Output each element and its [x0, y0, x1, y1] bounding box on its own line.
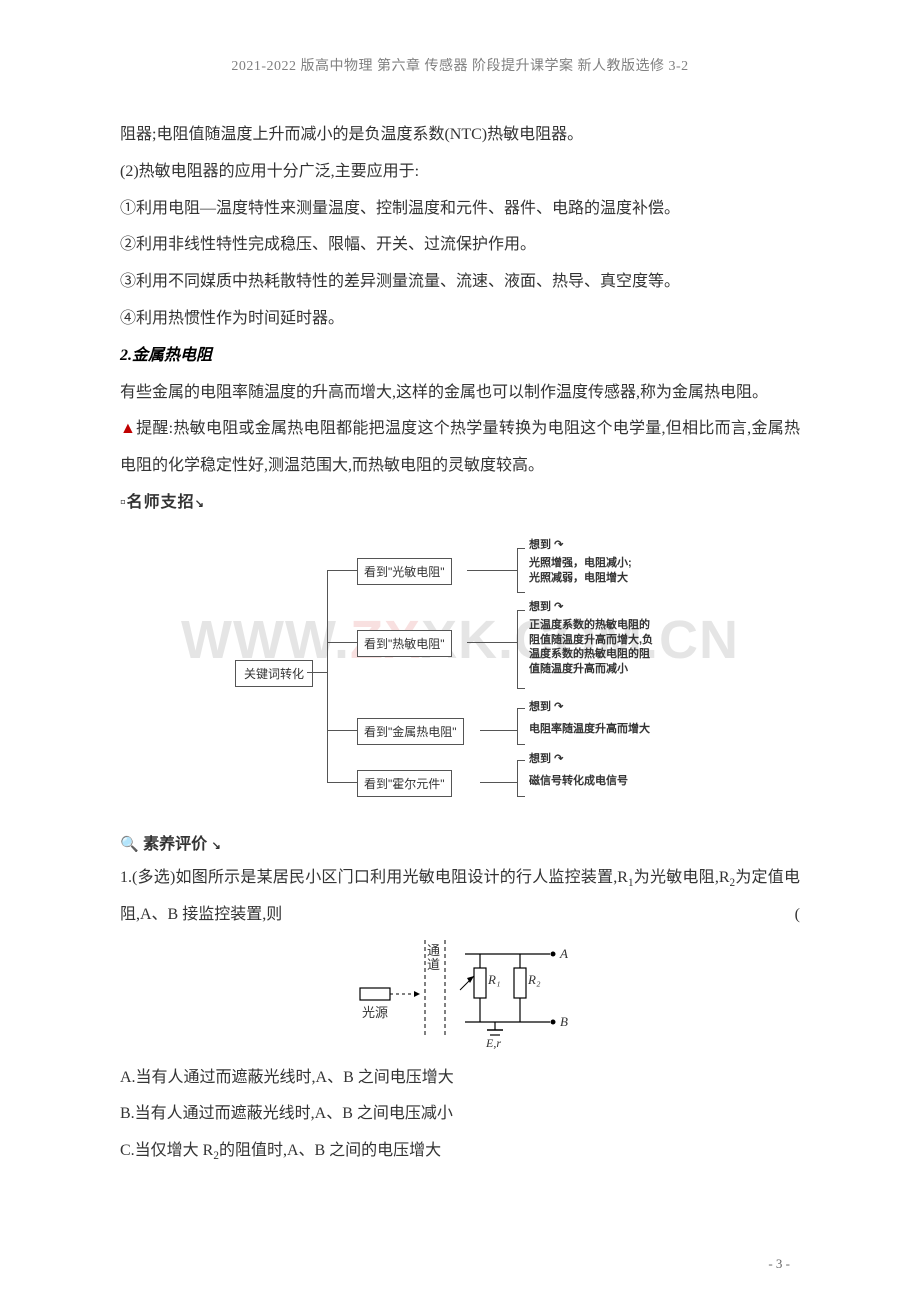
para-6: ④利用热惯性作为时间延时器。 — [120, 301, 800, 338]
concept-diagram: 关键词转化 看到"光敏电阻" 想到 ↷ 光照增强，电阻减小; 光照减弱，电阻增大… — [235, 530, 685, 820]
d1-row-3-kan: 看到"霍尔元件" — [357, 770, 452, 797]
mingshi-line: ▫名师支招↘ — [120, 485, 800, 522]
para-4: ②利用非线性特性完成稳压、限幅、开关、过流保护作用。 — [120, 227, 800, 264]
page-header: 2021-2022 版高中物理 第六章 传感器 阶段提升课学案 新人教版选修 3… — [120, 55, 800, 75]
page-number: - 3 - — [768, 1256, 790, 1272]
para-7: 有些金属的电阻率随温度的升高而增大,这样的金属也可以制作温度传感器,称为金属热电… — [120, 375, 800, 412]
d1-row-1-think: 想到 ↷ — [529, 598, 563, 614]
para-1: 阻器;电阻值随温度上升而减小的是负温度系数(NTC)热敏电阻器。 — [120, 117, 800, 154]
arrow-curve-icon-2: ↘ — [212, 840, 221, 852]
arrow-curve-icon: ↘ — [195, 498, 205, 510]
options: A.当有人通过而遮蔽光线时,A、B 之间电压增大 B.当有人通过而遮蔽光线时,A… — [120, 1060, 800, 1171]
heading-2: 2.金属热电阻 — [120, 338, 800, 375]
d1-row-0-out: 光照增强，电阻减小; 光照减弱，电阻增大 — [529, 556, 632, 586]
label-r2: R₂ — [528, 972, 540, 988]
d1-row-3-out: 磁信号转化成电信号 — [529, 774, 628, 789]
option-b: B.当有人通过而遮蔽光线时,A、B 之间电压减小 — [120, 1096, 800, 1133]
circuit-diagram: 通 道 光源 R₁ R₂ A B E,r — [340, 940, 580, 1050]
para-2: (2)热敏电阻器的应用十分广泛,主要应用于: — [120, 154, 800, 191]
d1-row-1-kan: 看到"热敏电阻" — [357, 630, 452, 657]
triangle-icon: ▲ — [120, 420, 136, 437]
question-1: 1.(多选)如图所示是某居民小区门口利用光敏电阻设计的行人监控装置,R1为光敏电… — [120, 860, 800, 934]
magnifier-icon: 🔍 — [120, 836, 139, 853]
paren-open: ( — [795, 897, 800, 934]
option-a: A.当有人通过而遮蔽光线时,A、B 之间电压增大 — [120, 1060, 800, 1097]
d1-row-3-think: 想到 ↷ — [529, 750, 563, 766]
d1-row-1-out: 正温度系数的热敏电阻的 阻值随温度升高而增大,负 温度系数的热敏电阻的阻 值随温… — [529, 618, 653, 677]
option-c: C.当仅增大 R2的阻值时,A、B 之间的电压增大 — [120, 1133, 800, 1170]
eval-heading: 🔍 素养评价 ↘ — [120, 830, 800, 854]
d1-key-node: 关键词转化 — [235, 660, 313, 687]
d1-row-2-think: 想到 ↷ — [529, 698, 563, 714]
d1-row-0-think: 想到 ↷ — [529, 536, 563, 552]
body-text: 阻器;电阻值随温度上升而减小的是负温度系数(NTC)热敏电阻器。 (2)热敏电阻… — [120, 117, 800, 522]
d1-row-0-kan: 看到"光敏电阻" — [357, 558, 452, 585]
label-a: A — [560, 946, 568, 962]
label-guangyuan: 光源 — [362, 1002, 388, 1021]
d1-row-2-kan: 看到"金属热电阻" — [357, 718, 464, 745]
para-5: ③利用不同媒质中热耗散特性的差异测量流量、流速、液面、热导、真空度等。 — [120, 264, 800, 301]
label-r1: R₁ — [488, 972, 500, 988]
label-er: E,r — [486, 1036, 501, 1051]
square-icon: ▫ — [120, 494, 127, 511]
d1-row-2-out: 电阻率随温度升高而增大 — [529, 722, 650, 737]
label-tongdao: 通 道 — [427, 944, 440, 973]
tip-line: ▲提醒:热敏电阻或金属热电阻都能把温度这个热学量转换为电阻这个电学量,但相比而言… — [120, 411, 800, 485]
label-b: B — [560, 1014, 568, 1030]
para-3: ①利用电阻—温度特性来测量温度、控制温度和元件、器件、电路的温度补偿。 — [120, 191, 800, 228]
